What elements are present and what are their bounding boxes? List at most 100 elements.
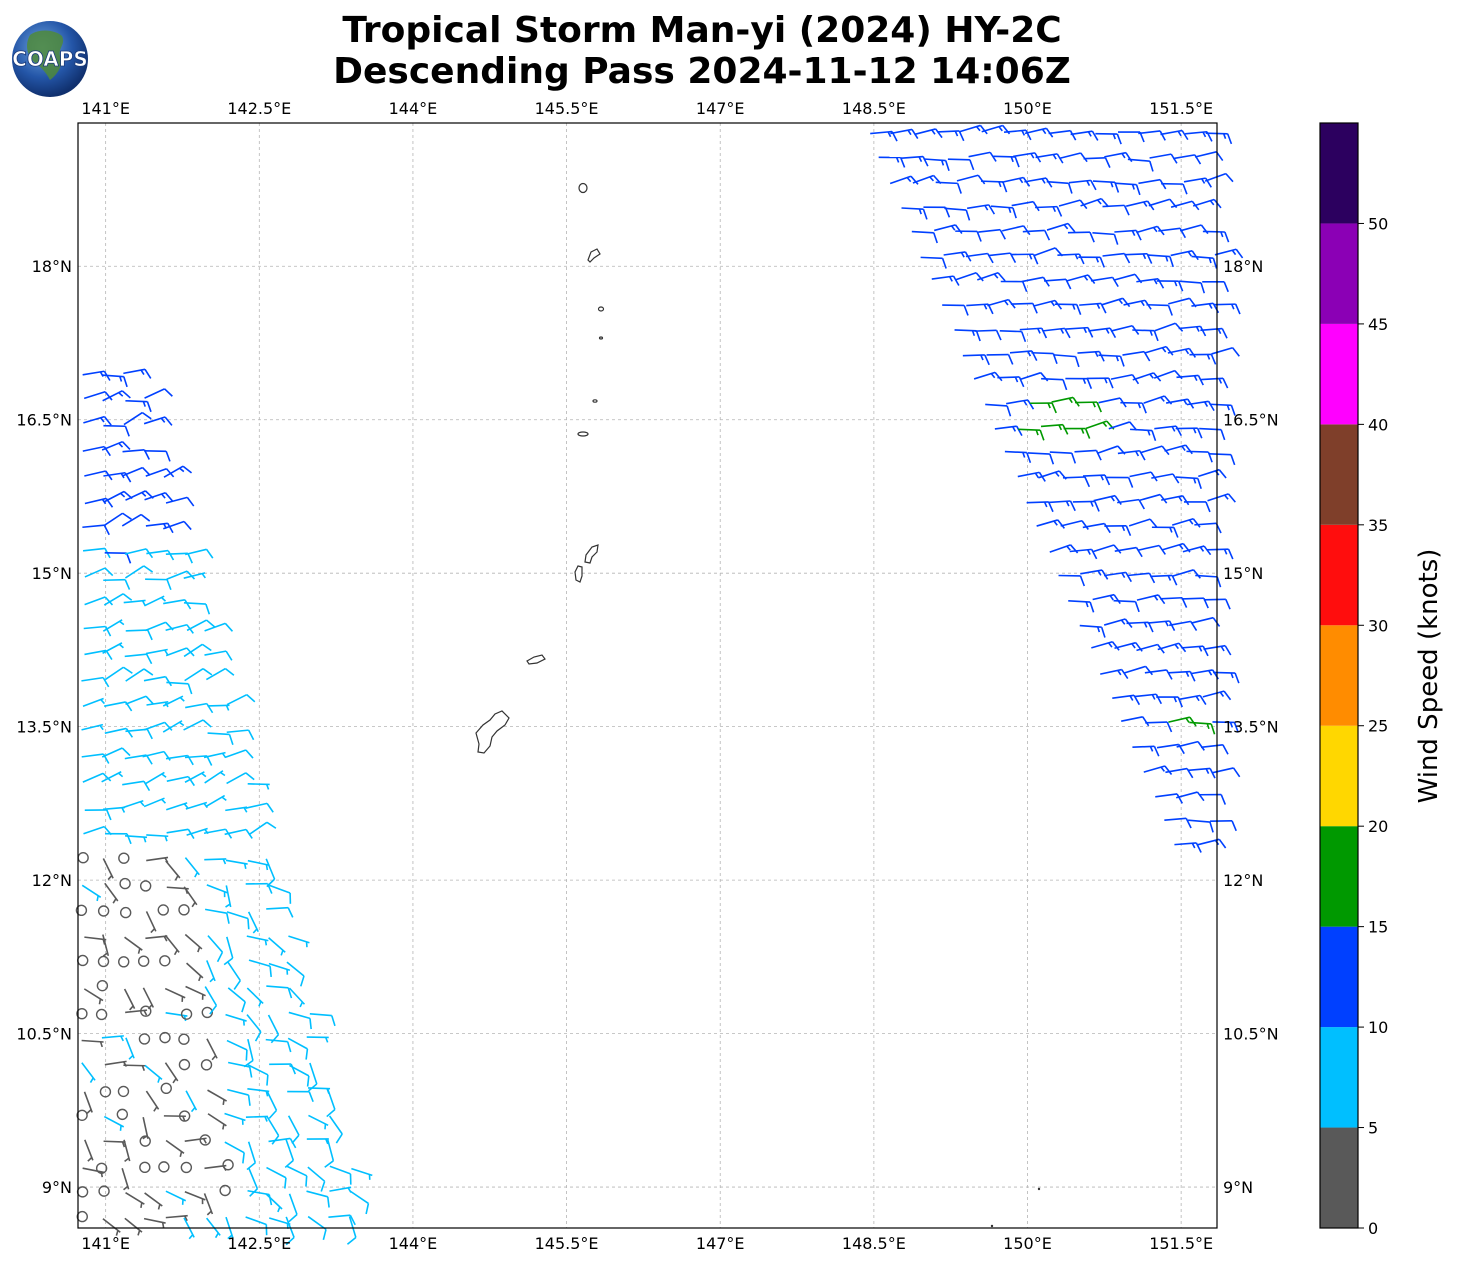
wind-barb (145, 771, 167, 785)
wind-barb (104, 551, 132, 564)
wind-barb (102, 806, 126, 813)
wind-barb (102, 858, 114, 881)
wind-barb (207, 935, 224, 963)
colorbar-segment (1320, 1127, 1358, 1228)
wind-barb (246, 935, 269, 946)
wind-barb (329, 1165, 352, 1185)
wind-barb (1075, 401, 1102, 413)
wind-barb (185, 985, 206, 1000)
wind-barb (226, 729, 255, 741)
calm-wind-circle (76, 1210, 88, 1223)
colorbar-segment (1320, 725, 1358, 827)
lat-tick-label-right: 10.5°N (1223, 1025, 1279, 1044)
wind-barb (225, 859, 248, 869)
wind-barb (245, 1216, 268, 1236)
wind-barb (1200, 743, 1229, 755)
wind-barb (1102, 252, 1131, 264)
wind-barb (1127, 158, 1154, 172)
wind-barb (206, 1038, 218, 1061)
wind-barb (247, 911, 259, 934)
wind-barb (1191, 616, 1221, 627)
wind-barb (1211, 346, 1240, 357)
wind-barb (164, 934, 180, 956)
wind-barb (186, 962, 204, 982)
wind-barb (165, 1214, 188, 1222)
wind-barb (125, 668, 154, 682)
wind-barb (144, 1064, 163, 1083)
colorbar-segment (1320, 123, 1358, 224)
calm-wind-circle (99, 1086, 112, 1098)
wind-barb (146, 549, 175, 561)
wind-barb (1070, 130, 1099, 141)
wind-barb (1048, 129, 1077, 141)
wind-barb (103, 1140, 126, 1148)
wind-barb (324, 1139, 335, 1168)
lon-tick-label-bottom: 147°E (696, 1234, 745, 1253)
wind-barb (83, 415, 112, 426)
wind-barb (184, 548, 214, 559)
wind-barb (1124, 665, 1154, 676)
calm-wind-circle (222, 1159, 234, 1171)
wind-barb (206, 960, 216, 983)
wind-barb (143, 675, 173, 687)
wind-barb (1018, 428, 1045, 441)
wind-barb (82, 524, 110, 536)
wind-barb (1077, 350, 1105, 362)
wind-barb (1191, 255, 1218, 269)
wind-barb (266, 1090, 278, 1119)
calm-wind-circle (200, 1059, 213, 1071)
colorbar: 0 5 10 15 20 25 30 35 40 45 50 Wind Speed (knots) (1319, 122, 1444, 1238)
wind-barb (166, 802, 189, 811)
wind-barb (1030, 402, 1057, 414)
wind-barb (1101, 297, 1131, 308)
colorbar-tick-label: 5 (1368, 1119, 1378, 1138)
wind-barb (142, 987, 155, 1010)
wind-barb (102, 619, 125, 632)
wind-barb (309, 1012, 336, 1027)
colorbar-tick-label: 0 (1368, 1219, 1378, 1238)
wind-barb (1074, 449, 1102, 461)
wind-barb (920, 256, 947, 269)
lat-tick-label-left: 12°N (32, 871, 72, 890)
wind-barb (84, 1139, 94, 1162)
island-tinian (574, 565, 583, 583)
wind-barb (1021, 276, 1050, 287)
wind-barb (224, 749, 254, 759)
calm-wind-circle (201, 1006, 213, 1019)
wind-barb (1175, 791, 1205, 802)
wind-barb (878, 156, 906, 168)
wind-barb (183, 602, 211, 615)
continent-shape (27, 30, 64, 80)
coastlines (475, 182, 1041, 1228)
wind-barb (247, 1064, 269, 1086)
lon-tick-label-top: 142.5°E (227, 99, 291, 118)
wind-barb (1086, 377, 1114, 389)
wind-barb (1041, 377, 1068, 391)
wind-barb (1167, 347, 1197, 358)
wind-barb (1129, 471, 1158, 482)
wind-barb (1011, 253, 1039, 265)
title-line-2: Descending Pass 2024-11-12 14:06Z (333, 51, 1071, 92)
wind-barb (1004, 450, 1032, 464)
wind-barb (288, 987, 306, 1008)
wind-barb (923, 158, 950, 172)
lon-tick-label-top: 151.5°E (1149, 99, 1213, 118)
wind-barb (103, 1115, 125, 1131)
colorbar-ticks: 0 5 10 15 20 25 30 35 40 45 50 (1358, 214, 1388, 1238)
wind-barb (123, 411, 152, 426)
wind-barb (125, 629, 153, 641)
wind-barb (163, 599, 192, 610)
wind-barb (286, 961, 305, 987)
wind-barb (248, 821, 277, 836)
wind-barb (123, 599, 146, 606)
wind-barb (124, 835, 148, 843)
wind-barb (306, 1138, 329, 1145)
colorbar-tick-label: 20 (1368, 817, 1388, 836)
wind-barb (204, 986, 218, 1015)
wind-barb (146, 834, 169, 842)
wind-barb (121, 466, 151, 477)
wind-barb (1100, 668, 1129, 679)
wind-barb (1049, 451, 1077, 464)
calm-wind-circle (139, 880, 152, 892)
wind-barb (931, 275, 960, 286)
